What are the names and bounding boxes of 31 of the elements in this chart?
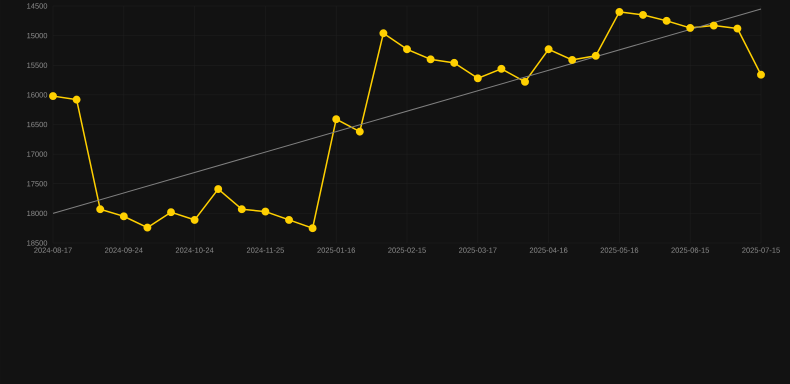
point [450,58,458,67]
point [662,16,671,25]
point [190,216,199,224]
point [426,55,435,64]
point [167,208,175,216]
point [214,185,222,194]
point [72,96,81,104]
point [49,92,57,100]
point [757,70,765,79]
point [474,74,482,82]
point [686,24,694,32]
point [379,29,388,38]
point [403,45,411,54]
point [592,52,600,60]
point [568,56,576,64]
point [733,24,742,32]
point [544,45,553,54]
point [710,22,718,30]
point [308,224,317,232]
point [143,224,152,232]
point [497,64,506,73]
point [521,78,529,86]
point [261,208,270,216]
point [238,205,246,214]
point [615,8,624,16]
point [639,10,647,19]
point [332,115,340,124]
point [285,216,293,224]
point [96,205,104,214]
point [120,212,128,220]
point [356,128,364,136]
